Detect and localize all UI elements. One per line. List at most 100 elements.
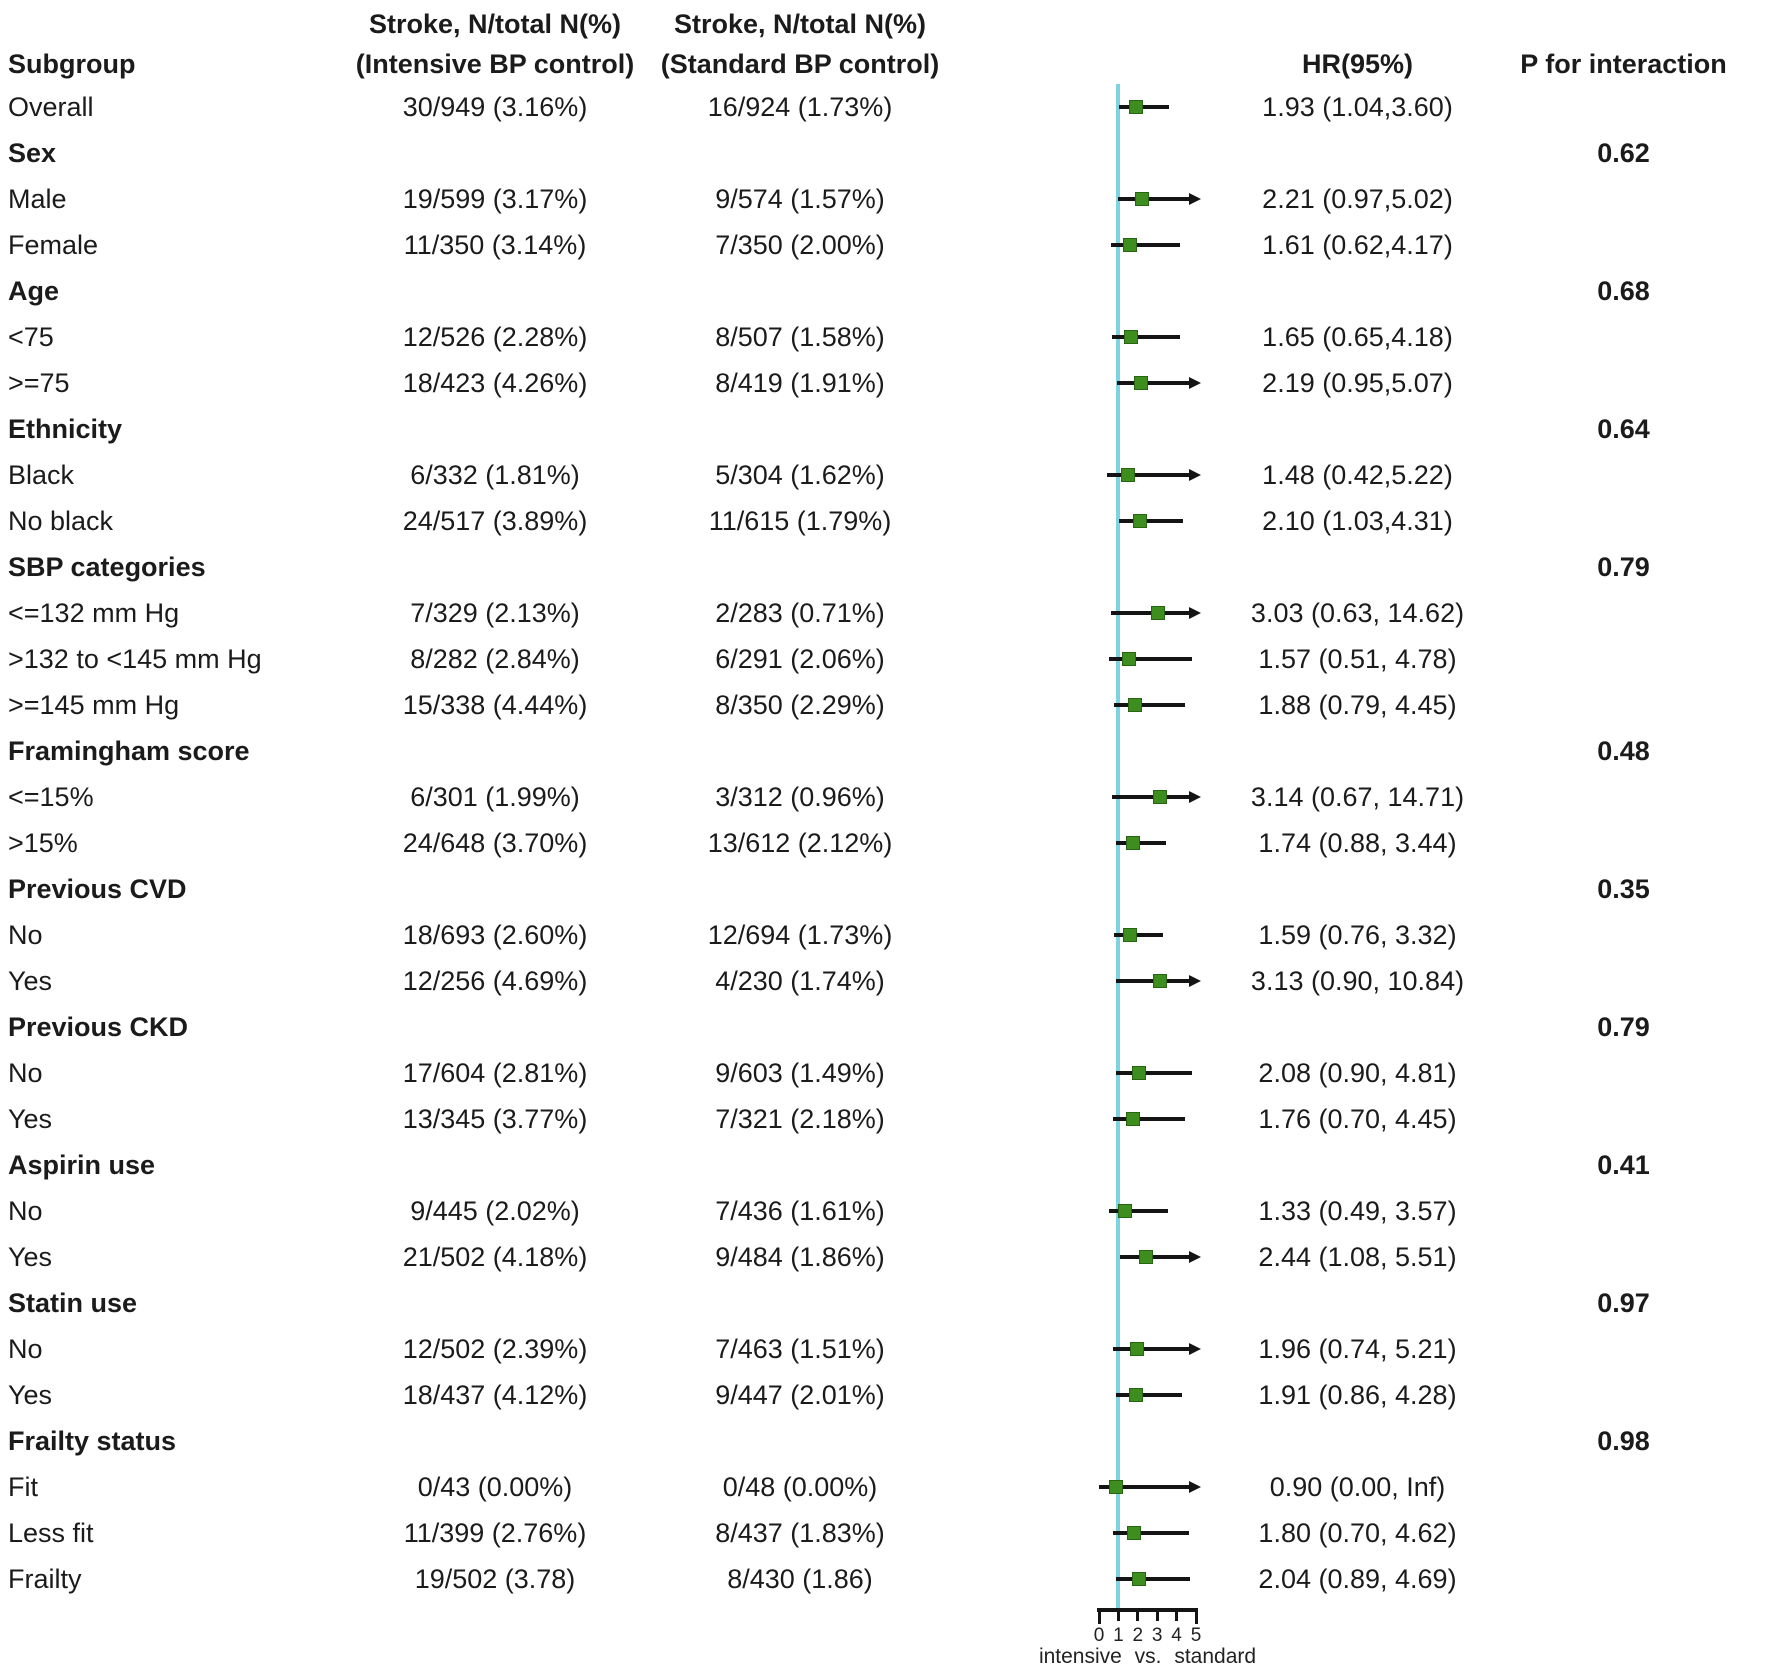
hr-marker — [1131, 1572, 1146, 1586]
standard-value: 5/304 (1.62%) — [715, 459, 885, 490]
ci-line — [1116, 841, 1166, 845]
intensive-value: 11/350 (3.14%) — [403, 229, 587, 260]
axis-ruler — [1097, 1608, 1198, 1612]
intensive-value: 8/282 (2.84%) — [410, 643, 580, 674]
subgroup-label: >=75 — [8, 367, 70, 398]
ci-line — [1113, 933, 1164, 937]
subgroup-label: Sex — [8, 137, 57, 168]
intensive-value: 18/693 (2.60%) — [402, 919, 588, 950]
hr-ci-value: 2.21 (0.97,5.02) — [1262, 183, 1453, 214]
subgroup-label: Yes — [8, 1241, 53, 1272]
hr-marker — [1128, 698, 1143, 712]
standard-value: 13/612 (2.12%) — [707, 827, 893, 858]
standard-value: 4/230 (1.74%) — [715, 965, 885, 996]
table-row: Fit 0/43 (0.00%) 0/48 (0.00%) 0.90 (0.00… — [0, 1464, 1772, 1510]
hr-ci-value: 1.59 (0.76, 3.32) — [1258, 919, 1457, 950]
ci-plot — [940, 1142, 1240, 1188]
intensive-value: 7/329 (2.13%) — [410, 597, 580, 628]
ci-plot — [940, 1372, 1240, 1418]
axis-tick-label: 5 — [1190, 1625, 1202, 1646]
ci-plot — [940, 1280, 1240, 1326]
standard-value: 0/48 (0.00%) — [722, 1471, 878, 1502]
p-interaction-value: 0.48 — [1597, 735, 1650, 766]
ci-plot — [940, 176, 1240, 222]
standard-value: 8/350 (2.29%) — [715, 689, 885, 720]
standard-value: 7/436 (1.61%) — [715, 1195, 885, 1226]
ci-line — [1115, 1393, 1183, 1397]
axis-tick — [1136, 1608, 1140, 1621]
hr-marker — [1126, 1112, 1141, 1126]
axis-tick — [1155, 1608, 1159, 1621]
subgroup-label: Yes — [8, 965, 53, 996]
ci-plot — [940, 452, 1240, 498]
table-header: Stroke, N/total N(%) Stroke, N/total N(%… — [0, 0, 1772, 84]
subgroup-label: No — [8, 1057, 43, 1088]
hr-ci-value: 1.96 (0.74, 5.21) — [1258, 1333, 1457, 1364]
intensive-value: 19/502 (3.78) — [414, 1563, 576, 1594]
intensive-value: 0/43 (0.00%) — [417, 1471, 573, 1502]
subgroup-label: Aspirin use — [8, 1149, 156, 1180]
hr-marker — [1122, 928, 1137, 942]
ci-line — [1111, 243, 1180, 247]
hr-ci-value: 1.33 (0.49, 3.57) — [1258, 1195, 1457, 1226]
ci-plot — [940, 590, 1240, 636]
standard-value: 7/321 (2.18%) — [715, 1103, 885, 1134]
hr-ci-value: 0.90 (0.00, Inf) — [1269, 1471, 1446, 1502]
axis-tick — [1194, 1608, 1198, 1624]
ci-line — [1113, 1347, 1189, 1351]
table-row: Ethnicity 0.64 — [0, 406, 1772, 452]
standard-value: 16/924 (1.73%) — [707, 91, 893, 122]
subgroup-label: No — [8, 919, 43, 950]
standard-value: 7/350 (2.00%) — [715, 229, 885, 260]
table-row: >15% 24/648 (3.70%) 13/612 (2.12%) 1.74 … — [0, 820, 1772, 866]
x-axis: 0 1 2 3 4 5 intensive vs. standard — [940, 1608, 1256, 1666]
hr-ci-value: 1.93 (1.04,3.60) — [1262, 91, 1453, 122]
ci-line — [1099, 1485, 1189, 1489]
ci-plot — [940, 1326, 1240, 1372]
intensive-value: 18/437 (4.12%) — [402, 1379, 588, 1410]
subgroup-label: Black — [8, 459, 75, 490]
hr-ci-value: 2.10 (1.03,4.31) — [1262, 505, 1453, 536]
ci-arrowhead — [1189, 192, 1201, 205]
ci-arrowhead — [1189, 468, 1201, 481]
subgroup-label: Yes — [8, 1379, 53, 1410]
subgroup-label: Fit — [8, 1471, 38, 1502]
ci-line — [1119, 105, 1169, 109]
hr-ci-value: 1.57 (0.51, 4.78) — [1258, 643, 1457, 674]
table-row: Yes 12/256 (4.69%) 4/230 (1.74%) 3.13 (0… — [0, 958, 1772, 1004]
table-row: Statin use 0.97 — [0, 1280, 1772, 1326]
axis-tick — [1097, 1608, 1101, 1624]
axis-tick — [1175, 1608, 1179, 1621]
table-row: Female 11/350 (3.14%) 7/350 (2.00%) 1.61… — [0, 222, 1772, 268]
hr-ci-value: 1.88 (0.79, 4.45) — [1258, 689, 1457, 720]
hr-ci-value: 1.74 (0.88, 3.44) — [1258, 827, 1457, 858]
p-interaction-value: 0.41 — [1597, 1149, 1650, 1180]
hr-ci-value: 1.61 (0.62,4.17) — [1262, 229, 1453, 260]
intensive-value: 15/338 (4.44%) — [402, 689, 588, 720]
table-row: <=132 mm Hg 7/329 (2.13%) 2/283 (0.71%) … — [0, 590, 1772, 636]
table-row: SBP categories 0.79 — [0, 544, 1772, 590]
reference-line — [1116, 84, 1121, 1612]
table-row: Frailty 19/502 (3.78) 8/430 (1.86) 2.04 … — [0, 1556, 1772, 1602]
axis-tick-label: 2 — [1132, 1625, 1144, 1646]
standard-value: 9/603 (1.49%) — [715, 1057, 885, 1088]
table-row: Yes 18/437 (4.12%) 9/447 (2.01%) 1.91 (0… — [0, 1372, 1772, 1418]
header-standard: (Standard BP control) — [660, 48, 940, 79]
ci-plot — [940, 84, 1240, 130]
table-row: Sex 0.62 — [0, 130, 1772, 176]
table-row: Black 6/332 (1.81%) 5/304 (1.62%) 1.48 (… — [0, 452, 1772, 498]
ci-plot — [940, 728, 1240, 774]
hr-ci-value: 1.91 (0.86, 4.28) — [1258, 1379, 1457, 1410]
standard-value: 9/484 (1.86%) — [715, 1241, 885, 1272]
intensive-value: 30/949 (3.16%) — [402, 91, 588, 122]
intensive-value: 11/399 (2.76%) — [403, 1517, 587, 1548]
table-row: No black 24/517 (3.89%) 11/615 (1.79%) 2… — [0, 498, 1772, 544]
intensive-value: 17/604 (2.81%) — [402, 1057, 588, 1088]
standard-value: 11/615 (1.79%) — [708, 505, 892, 536]
hr-ci-value: 1.80 (0.70, 4.62) — [1258, 1517, 1457, 1548]
ci-line — [1116, 1577, 1190, 1581]
hr-marker — [1129, 100, 1144, 114]
hr-ci-value: 2.04 (0.89, 4.69) — [1258, 1563, 1457, 1594]
hr-ci-value: 1.65 (0.65,4.18) — [1262, 321, 1453, 352]
intensive-value: 19/599 (3.17%) — [402, 183, 588, 214]
